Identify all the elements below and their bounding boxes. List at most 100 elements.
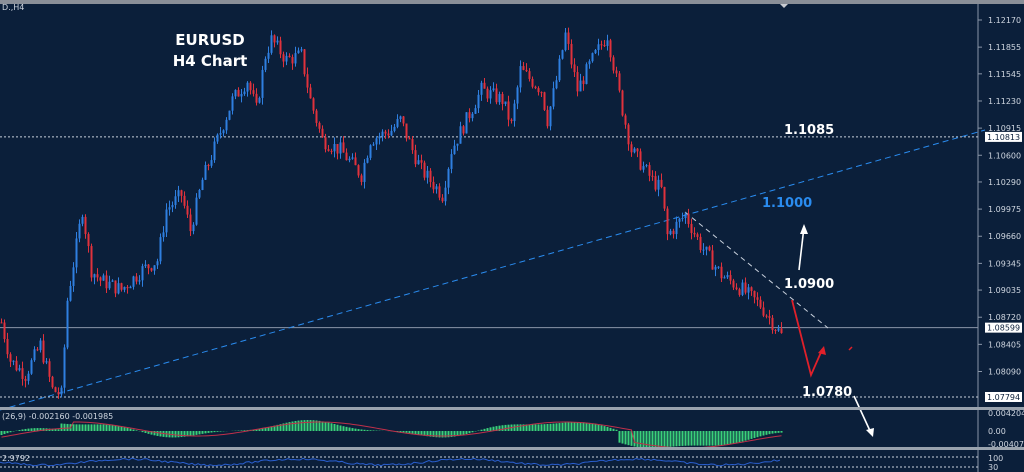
candle-body <box>552 88 555 107</box>
candle-body <box>45 361 48 363</box>
candle-body <box>486 88 489 99</box>
candle-body <box>645 165 648 167</box>
annotation-1-1085: 1.1085 <box>784 123 834 138</box>
candle-body <box>228 110 231 120</box>
candle-body <box>348 158 351 161</box>
candle-body <box>24 378 27 381</box>
candle-body <box>780 328 783 334</box>
candle-body <box>93 274 96 278</box>
candle-body <box>594 49 597 54</box>
arrow-down-icon <box>853 395 874 437</box>
annotation-1-1000: 1.1000 <box>762 196 812 211</box>
candle-body <box>159 237 162 262</box>
candle-body <box>48 361 51 377</box>
price-box-label: 1.07794 <box>987 393 1020 402</box>
candle-body <box>624 115 627 125</box>
candle-body <box>282 54 285 62</box>
candle-body <box>318 122 321 129</box>
macd-label: (26,9) -0.002160 -0.001985 <box>2 412 113 421</box>
candle-body <box>237 89 240 97</box>
candle-body <box>558 58 561 81</box>
candle-body <box>111 280 114 282</box>
candle-body <box>582 80 585 84</box>
candle-body <box>729 275 732 281</box>
candle-body <box>438 186 441 198</box>
candle-body <box>630 144 633 153</box>
candle-body <box>225 119 228 131</box>
candle-body <box>528 71 531 79</box>
candle-body <box>162 232 165 238</box>
candle-body <box>501 94 504 105</box>
price-box <box>985 322 1022 333</box>
candle-body <box>444 187 447 202</box>
candle-body <box>714 266 717 270</box>
candle-body <box>108 281 111 289</box>
candle-body <box>120 283 123 290</box>
candle-body <box>198 189 201 198</box>
panel-divider-macd[interactable] <box>0 407 1024 410</box>
price-axis[interactable]: 1.12170 1.11855 1.11545 1.11230 1.10915 1.106… <box>978 16 1022 402</box>
price-box-label: 1.10813 <box>987 133 1020 142</box>
macd-panel <box>0 420 783 449</box>
candle-body <box>657 179 660 190</box>
candle-body <box>243 91 246 95</box>
candle-body <box>471 113 474 119</box>
red-zigzag-arrow-icon <box>791 299 853 378</box>
panel-divider-lower[interactable] <box>0 447 1024 450</box>
scroll-marker-icon[interactable] <box>780 4 788 8</box>
candle-body <box>600 44 603 46</box>
candle-body <box>300 49 303 51</box>
lower-indicator-panel <box>0 456 978 468</box>
candle-body <box>672 230 675 235</box>
candle-body <box>468 112 471 119</box>
candle-body <box>132 276 135 287</box>
candle-body <box>288 55 291 58</box>
candle-body <box>204 165 207 180</box>
candle-body <box>372 144 375 146</box>
candle-body <box>690 223 693 233</box>
candle-body <box>642 166 645 170</box>
price-tick-label: 1.08090 <box>988 367 1021 376</box>
candle-body <box>270 35 273 53</box>
candle-body <box>384 131 387 134</box>
macd-signal-line <box>1 421 782 449</box>
candle-body <box>321 128 324 138</box>
candle-body <box>57 392 60 395</box>
candle-body <box>531 78 534 87</box>
candle-body <box>357 165 360 176</box>
candle-body <box>489 90 492 99</box>
candle-body <box>414 150 417 165</box>
candle-body <box>90 246 93 278</box>
candle-body <box>375 138 378 145</box>
candle-body <box>138 280 141 282</box>
candle-body <box>36 349 39 351</box>
candle-body <box>294 53 297 64</box>
trendline-resistance[interactable] <box>684 211 829 329</box>
candle-body <box>72 267 75 286</box>
candle-body <box>663 186 666 209</box>
candle-body <box>84 216 87 235</box>
candle-body <box>678 218 681 222</box>
candle-body <box>231 96 234 111</box>
candle-body <box>114 280 117 294</box>
candle-body <box>777 328 780 331</box>
candle-body <box>201 179 204 190</box>
candle-body <box>588 61 591 65</box>
candle-body <box>408 138 411 140</box>
candle-body <box>165 209 168 233</box>
candle-body <box>555 80 558 89</box>
trendline-support[interactable] <box>0 129 986 411</box>
candle-body <box>306 74 309 88</box>
candle-body <box>18 368 21 371</box>
candle-body <box>666 208 669 235</box>
candle-body <box>540 92 543 94</box>
candle-body <box>363 162 366 182</box>
candle-body <box>621 90 624 116</box>
candle-body <box>516 87 519 104</box>
candle-body <box>750 287 753 291</box>
candle-body <box>345 152 348 161</box>
candle-body <box>135 276 138 282</box>
candle-body <box>660 179 663 187</box>
candle-body <box>459 126 462 144</box>
